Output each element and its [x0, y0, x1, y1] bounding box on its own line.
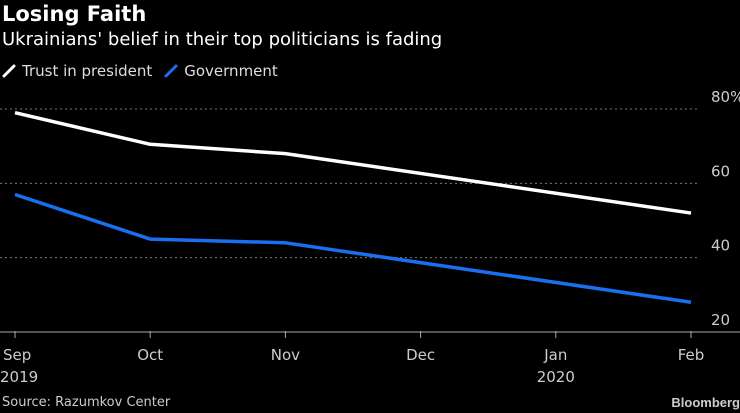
source-note: Source: Razumkov Center — [2, 395, 171, 410]
series-line-president — [14, 111, 692, 215]
y-tick-label-60: 60 — [711, 162, 730, 180]
chart-title: Losing Faith — [2, 2, 147, 26]
legend-item-president: Trust in president — [2, 62, 152, 80]
x-tick-year-2020: 2020 — [537, 368, 575, 386]
legend-label-government: Government — [184, 62, 278, 80]
x-tick-label-sep: Sep — [3, 346, 31, 364]
legend-item-government: Government — [164, 62, 278, 80]
x-tick-year-2019: 2019 — [0, 368, 38, 386]
x-tick-label-nov: Nov — [271, 346, 300, 364]
legend: Trust in president Government — [2, 62, 290, 80]
y-tick-label-40: 40 — [711, 237, 730, 255]
legend-swatch-government — [164, 64, 178, 78]
series-line-government — [14, 192, 692, 304]
bloomberg-logo: Bloomberg — [671, 395, 740, 410]
chart-subtitle: Ukrainians' belief in their top politici… — [2, 29, 443, 50]
x-tick-label-dec: Dec — [406, 346, 435, 364]
x-tick-label-jan: Jan — [543, 346, 567, 364]
legend-swatch-president — [2, 64, 16, 78]
y-tick-label-80: 80% — [711, 88, 740, 106]
x-tick-label-oct: Oct — [137, 346, 163, 364]
y-tick-label-20: 20 — [711, 311, 730, 329]
legend-label-president: Trust in president — [22, 62, 153, 80]
x-tick-label-feb: Feb — [678, 346, 705, 364]
